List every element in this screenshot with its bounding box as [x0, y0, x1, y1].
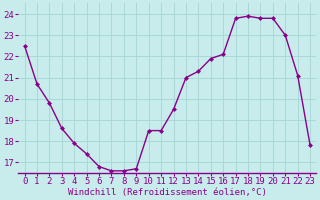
X-axis label: Windchill (Refroidissement éolien,°C): Windchill (Refroidissement éolien,°C): [68, 188, 267, 197]
